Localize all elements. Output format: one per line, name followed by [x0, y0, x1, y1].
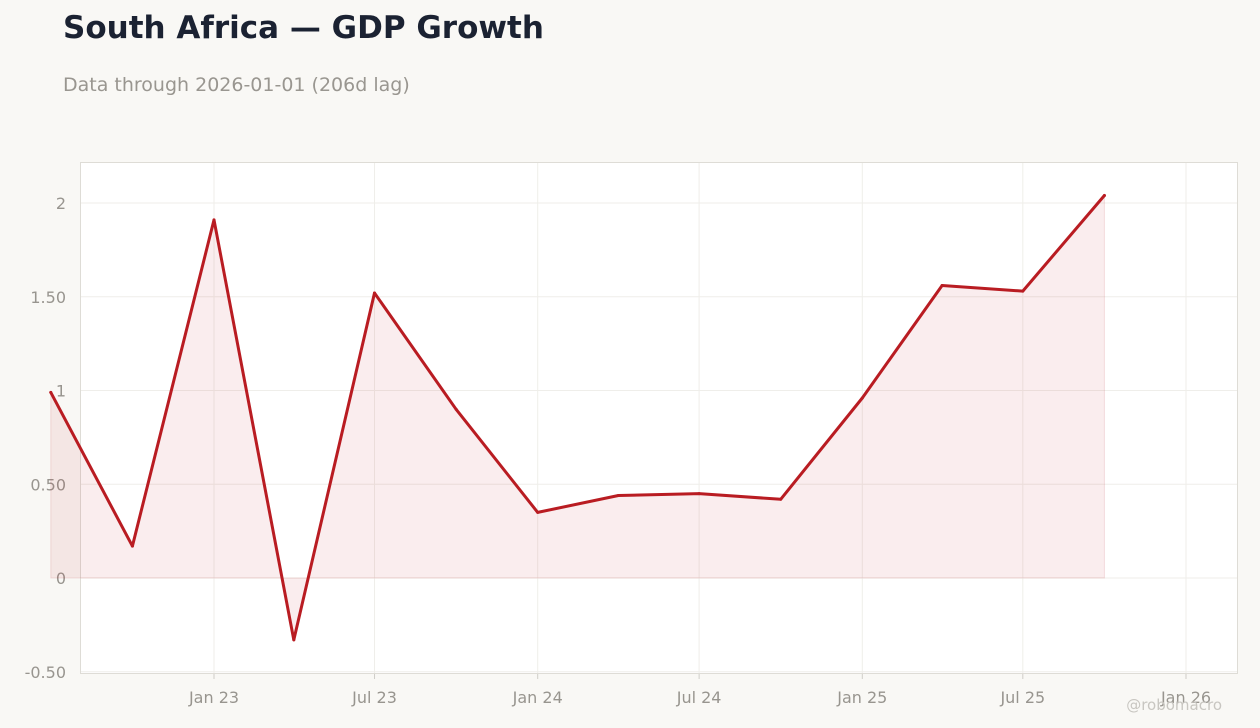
y-tick-label: 1.50	[30, 288, 66, 307]
y-tick-label: 2	[56, 194, 66, 213]
y-tick-label: 1	[56, 382, 66, 401]
data-point	[779, 497, 783, 501]
data-point	[860, 396, 864, 400]
y-tick-label: -0.50	[25, 663, 66, 682]
data-point	[536, 510, 540, 514]
x-tick-label: Jul 24	[676, 688, 722, 707]
x-tick-label: Jan 24	[512, 688, 563, 707]
y-tick-label: 0.50	[30, 475, 66, 494]
chart-title: South Africa — GDP Growth	[63, 10, 544, 46]
x-tick-label: Jan 25	[836, 688, 887, 707]
watermark: @robomacro	[1126, 696, 1222, 714]
data-point	[697, 492, 701, 496]
x-tick-label: Jan 23	[188, 688, 239, 707]
data-point	[292, 638, 296, 642]
data-point	[130, 544, 134, 548]
data-point	[940, 284, 944, 287]
chart-subtitle: Data through 2026-01-01 (206d lag)	[63, 74, 410, 96]
data-point	[212, 218, 216, 222]
data-point	[454, 407, 458, 411]
data-point	[49, 390, 53, 394]
data-point	[1021, 289, 1025, 293]
series-area	[50, 194, 1105, 641]
x-tick-label: Jan 26	[1160, 688, 1211, 707]
data-point	[1102, 194, 1106, 197]
plot-area	[80, 162, 1238, 674]
x-tick-label: Jul 25	[999, 688, 1045, 707]
x-tick-label: Jul 23	[351, 688, 397, 707]
data-point	[616, 494, 620, 497]
data-point	[373, 291, 376, 295]
y-tick-label: 0	[56, 569, 66, 588]
series-line	[49, 194, 1106, 642]
